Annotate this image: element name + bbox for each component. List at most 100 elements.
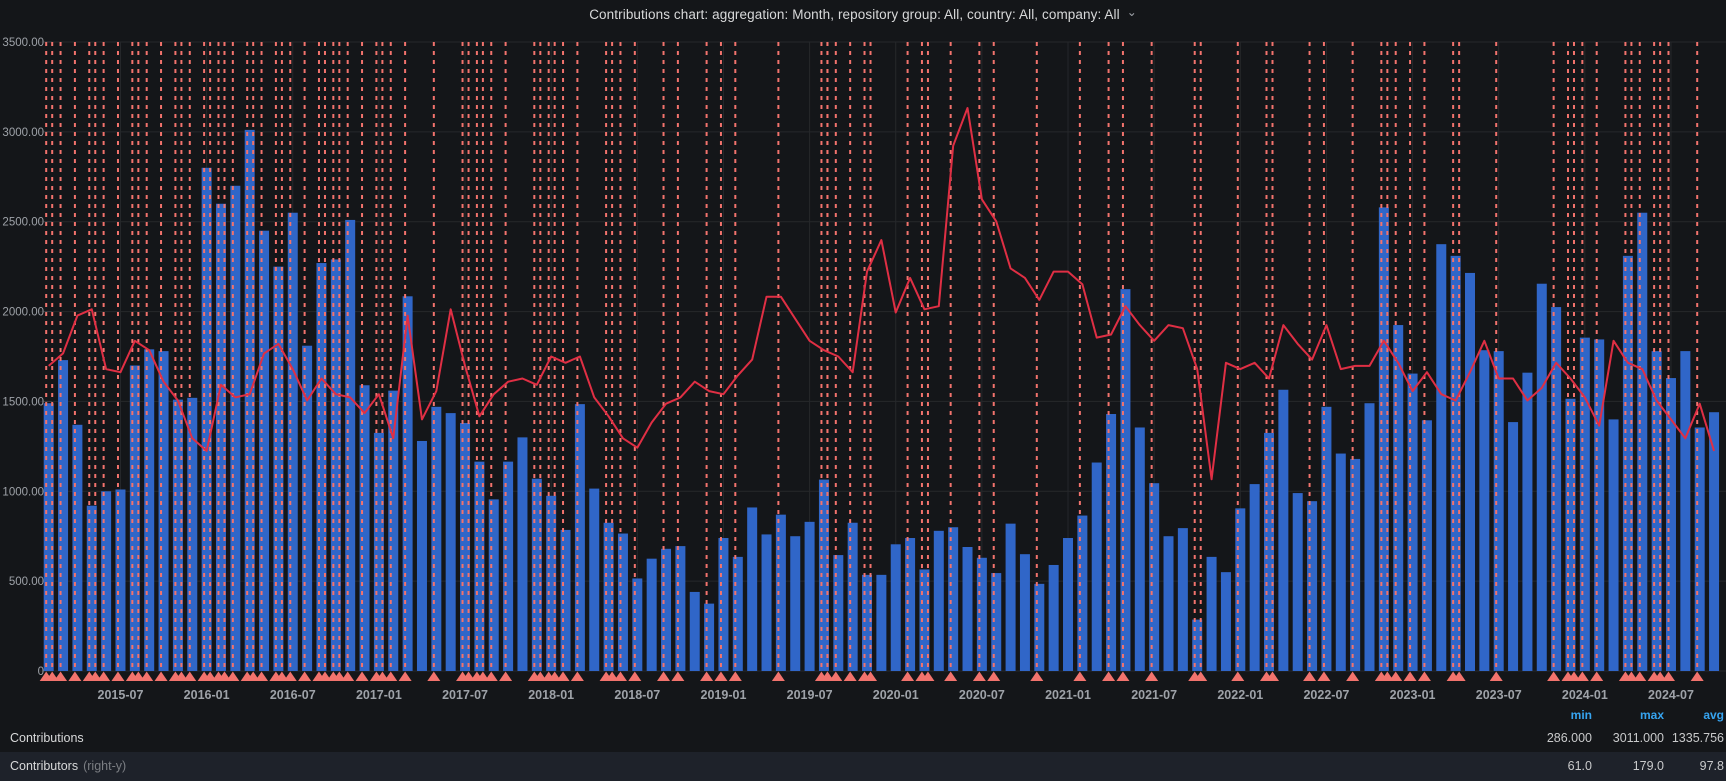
bar-2019-03[interactable] xyxy=(747,507,757,671)
annotation-marker-icon[interactable] xyxy=(1633,672,1646,682)
annotation-marker-icon[interactable] xyxy=(1590,672,1603,682)
annotation-marker-icon[interactable] xyxy=(1389,672,1402,682)
bar-2021-04[interactable] xyxy=(1106,414,1116,671)
annotation-marker-icon[interactable] xyxy=(111,672,124,682)
bar-2021-05[interactable] xyxy=(1120,289,1130,671)
annotation-marker-icon[interactable] xyxy=(557,672,570,682)
annotation-marker-icon[interactable] xyxy=(97,672,110,682)
bar-2023-04[interactable] xyxy=(1451,256,1461,671)
bar-2021-01[interactable] xyxy=(1063,538,1073,671)
bar-2023-10[interactable] xyxy=(1537,284,1547,671)
bar-2022-05[interactable] xyxy=(1293,493,1303,671)
bar-2023-06[interactable] xyxy=(1479,350,1489,671)
bar-2018-11[interactable] xyxy=(690,592,700,671)
annotation-marker-icon[interactable] xyxy=(829,672,842,682)
annotation-marker-icon[interactable] xyxy=(700,672,713,682)
time-series-chart[interactable]: 0500.001000.001500.002000.002500.003000.… xyxy=(0,0,1726,705)
annotation-marker-icon[interactable] xyxy=(341,672,354,682)
annotation-marker-icon[interactable] xyxy=(226,672,239,682)
annotation-marker-icon[interactable] xyxy=(485,672,498,682)
annotation-marker-icon[interactable] xyxy=(155,672,168,682)
annotation-marker-icon[interactable] xyxy=(1418,672,1431,682)
bar-2018-08[interactable] xyxy=(647,559,657,671)
bar-2019-12[interactable] xyxy=(876,575,886,671)
annotation-marker-icon[interactable] xyxy=(944,672,957,682)
bar-2021-09[interactable] xyxy=(1178,528,1188,671)
bar-2023-05[interactable] xyxy=(1465,273,1475,671)
bar-2023-08[interactable] xyxy=(1508,422,1518,671)
bar-2024-08[interactable] xyxy=(1680,351,1690,671)
annotation-marker-icon[interactable] xyxy=(987,672,1000,682)
annotation-marker-icon[interactable] xyxy=(1073,672,1086,682)
annotation-marker-icon[interactable] xyxy=(255,672,268,682)
legend-header-avg[interactable]: avg xyxy=(1634,708,1724,722)
bar-2020-06[interactable] xyxy=(963,547,973,671)
annotation-marker-icon[interactable] xyxy=(671,672,684,682)
bar-2017-11[interactable] xyxy=(517,437,527,671)
bar-2021-08[interactable] xyxy=(1164,536,1174,671)
bar-2023-09[interactable] xyxy=(1522,373,1532,671)
annotation-marker-icon[interactable] xyxy=(1303,672,1316,682)
annotation-marker-icon[interactable] xyxy=(140,672,153,682)
bar-2024-03[interactable] xyxy=(1609,419,1619,671)
annotation-marker-icon[interactable] xyxy=(1346,672,1359,682)
bar-2023-11[interactable] xyxy=(1551,307,1561,671)
bar-2018-04[interactable] xyxy=(589,489,599,671)
annotation-marker-icon[interactable] xyxy=(571,672,584,682)
bar-2022-04[interactable] xyxy=(1278,390,1288,671)
bar-2022-02[interactable] xyxy=(1250,484,1260,671)
annotation-marker-icon[interactable] xyxy=(1030,672,1043,682)
bar-2021-03[interactable] xyxy=(1092,463,1102,671)
contributors-line[interactable] xyxy=(49,108,1714,479)
bar-2021-12[interactable] xyxy=(1221,572,1231,671)
annotation-marker-icon[interactable] xyxy=(68,672,81,682)
annotation-marker-icon[interactable] xyxy=(384,672,397,682)
annotation-marker-icon[interactable] xyxy=(628,672,641,682)
bar-2019-09[interactable] xyxy=(833,555,843,671)
bar-2017-06[interactable] xyxy=(446,413,456,671)
annotation-marker-icon[interactable] xyxy=(499,672,512,682)
bar-2020-10[interactable] xyxy=(1020,554,1030,671)
annotation-marker-icon[interactable] xyxy=(1102,672,1115,682)
bar-2024-04[interactable] xyxy=(1623,256,1633,671)
bar-2019-06[interactable] xyxy=(790,536,800,671)
annotation-marker-icon[interactable] xyxy=(973,672,986,682)
bar-2024-10[interactable] xyxy=(1709,412,1719,671)
bar-2015-07[interactable] xyxy=(115,489,125,671)
annotation-marker-icon[interactable] xyxy=(901,672,914,682)
annotation-marker-icon[interactable] xyxy=(1576,672,1589,682)
annotation-marker-icon[interactable] xyxy=(183,672,196,682)
legend-row-contributions[interactable]: Contributions 286.000 3011.000 1335.756 xyxy=(0,726,1726,751)
bar-2015-03[interactable] xyxy=(58,360,68,671)
annotation-marker-icon[interactable] xyxy=(844,672,857,682)
bar-2022-08[interactable] xyxy=(1336,454,1346,671)
annotation-marker-icon[interactable] xyxy=(1662,672,1675,682)
annotation-marker-icon[interactable] xyxy=(729,672,742,682)
annotation-marker-icon[interactable] xyxy=(1231,672,1244,682)
legend-row-contributors[interactable]: Contributors(right-y) 61.0 179.0 97.8 xyxy=(0,752,1726,781)
bar-2019-07[interactable] xyxy=(805,522,815,671)
annotation-marker-icon[interactable] xyxy=(657,672,670,682)
bar-2015-06[interactable] xyxy=(101,491,111,671)
annotation-marker-icon[interactable] xyxy=(284,672,297,682)
annotation-marker-icon[interactable] xyxy=(614,672,627,682)
annotation-marker-icon[interactable] xyxy=(1116,672,1129,682)
bar-2019-04[interactable] xyxy=(762,534,772,671)
annotation-marker-icon[interactable] xyxy=(1691,672,1704,682)
bar-2020-12[interactable] xyxy=(1049,565,1059,671)
bar-2020-01[interactable] xyxy=(891,544,901,671)
bar-2017-04[interactable] xyxy=(417,441,427,671)
bar-2022-10[interactable] xyxy=(1364,403,1374,671)
annotation-marker-icon[interactable] xyxy=(772,672,785,682)
annotation-marker-icon[interactable] xyxy=(1490,672,1503,682)
annotation-marker-icon[interactable] xyxy=(54,672,67,682)
annotation-marker-icon[interactable] xyxy=(399,672,412,682)
annotation-marker-icon[interactable] xyxy=(298,672,311,682)
bar-2016-04[interactable] xyxy=(245,130,255,671)
bar-2021-06[interactable] xyxy=(1135,427,1145,671)
annotation-marker-icon[interactable] xyxy=(1547,672,1560,682)
annotation-marker-icon[interactable] xyxy=(427,672,440,682)
bar-2021-11[interactable] xyxy=(1207,557,1217,671)
annotation-marker-icon[interactable] xyxy=(1145,672,1158,682)
annotation-marker-icon[interactable] xyxy=(1404,672,1417,682)
